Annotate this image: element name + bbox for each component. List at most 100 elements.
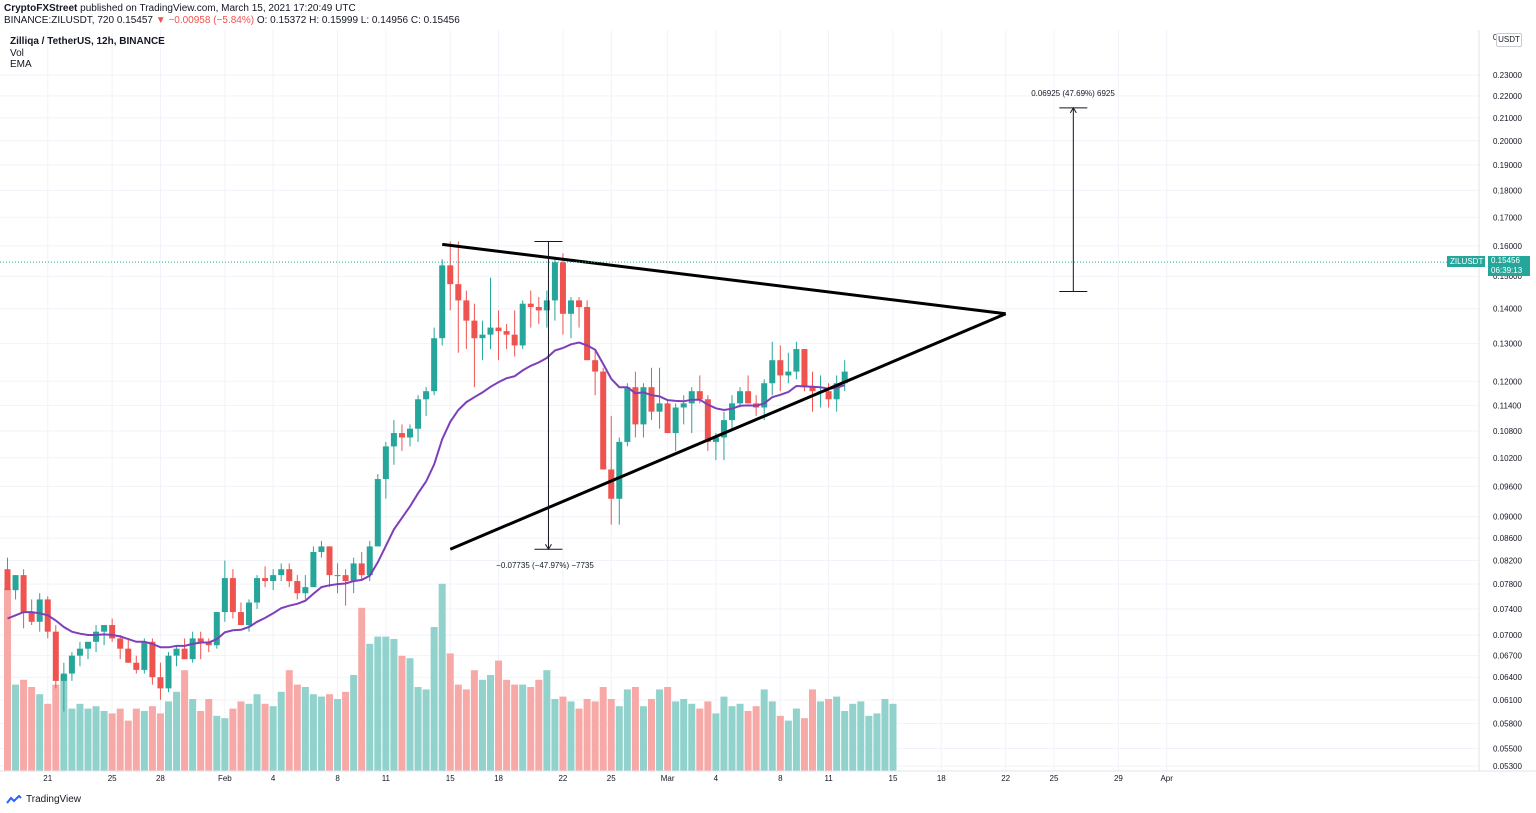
candle-body <box>576 300 583 308</box>
volume-bar <box>825 699 833 771</box>
candle-body <box>117 638 124 649</box>
candle-body <box>302 587 309 594</box>
volume-bar <box>865 715 873 771</box>
candle-body <box>648 387 655 412</box>
measure-tools <box>534 106 1088 551</box>
candle-body <box>447 265 454 285</box>
candle-body <box>479 334 486 339</box>
badge-symbol: ZILUSDT <box>1450 257 1484 267</box>
candle-body <box>600 371 607 470</box>
candle-body <box>841 371 848 384</box>
candle-body <box>189 638 196 660</box>
candle-body <box>157 677 164 689</box>
time-tick-label: 4 <box>271 774 276 783</box>
volume-bar <box>406 658 414 771</box>
author-name[interactable]: CryptoFXStreet <box>4 3 78 14</box>
measure-arrow <box>545 543 552 551</box>
candle-body <box>503 331 510 335</box>
candle-body <box>173 648 180 656</box>
legend-ema[interactable]: EMA <box>10 59 32 70</box>
candle-body <box>745 391 752 404</box>
triangle-trendlines <box>442 242 1007 551</box>
time-tick-label: 18 <box>937 774 946 783</box>
price-tick-label: 0.06400 <box>1493 673 1522 682</box>
candle-body <box>664 403 671 434</box>
candle-body <box>213 612 220 646</box>
candle-body <box>326 546 333 576</box>
volume-bar <box>28 687 36 771</box>
candle-body <box>696 391 703 400</box>
badge-countdown: 06:39:13 <box>1491 266 1523 276</box>
volume-bar <box>156 713 164 771</box>
volume-bar <box>148 706 156 771</box>
candle-body <box>777 360 784 376</box>
volume-bar <box>591 701 599 771</box>
time-tick-label: 4 <box>714 774 719 783</box>
time-tick-label: 25 <box>1050 774 1059 783</box>
candle-body <box>109 625 116 639</box>
currency-unit-button[interactable]: USDT <box>1496 33 1522 47</box>
ohlc-values: O: 0.15372 H: 0.15999 L: 0.14956 C: 0.15… <box>256 15 460 26</box>
time-tick-label: 29 <box>1114 774 1123 783</box>
time-tick-label: Feb <box>218 774 232 783</box>
candle-body <box>487 327 494 335</box>
candle-body <box>632 387 639 425</box>
volume-bar <box>221 718 229 771</box>
volume-bar <box>237 701 245 771</box>
volume-bar <box>575 708 583 771</box>
candle-body <box>535 307 542 311</box>
candle-body <box>527 303 534 308</box>
time-tick-label: 18 <box>494 774 503 783</box>
footer-brand[interactable]: TradingView <box>6 794 81 805</box>
volume-bar <box>792 708 800 771</box>
candle-body <box>785 371 792 376</box>
current-price-badge: 0.15456 06:39:13 <box>1488 256 1530 277</box>
volume-bar <box>334 699 342 771</box>
candle-body <box>568 300 574 314</box>
volume-bar <box>503 679 511 771</box>
candle-body <box>4 569 11 591</box>
volume-bar <box>189 699 197 771</box>
candle-body <box>737 391 744 404</box>
volume-bar <box>422 689 430 771</box>
volume-bar <box>253 694 261 771</box>
volume-bar <box>736 703 744 771</box>
candle-body <box>181 648 188 660</box>
volume-bar <box>301 687 309 771</box>
candle-body <box>36 599 43 622</box>
price-tick-label: 0.05500 <box>1493 745 1522 754</box>
volume-bar <box>656 689 664 771</box>
price-axis-ticks: 0.23000 0.22000 0.21000 0.20000 0.19000 0.180… <box>1493 71 1522 771</box>
volume-bar <box>165 701 172 771</box>
price-tick-label: 0.06100 <box>1493 696 1522 705</box>
price-tick-label: 0.15000 <box>1493 272 1522 281</box>
price-axis-top-partial: 0 <box>1493 33 1498 42</box>
volume-bar <box>52 684 60 771</box>
price-tick-label: 0.08200 <box>1493 557 1522 566</box>
candle-body <box>294 581 301 594</box>
candle-body <box>28 612 35 622</box>
legend-vol[interactable]: Vol <box>10 47 24 59</box>
price-tick-label: 0.21000 <box>1493 114 1522 123</box>
price-tick-label: 0.10800 <box>1493 427 1522 436</box>
volume-bar <box>631 687 639 771</box>
price-tick-label: 0.14000 <box>1493 305 1522 314</box>
volume-bar <box>366 643 374 771</box>
candle-body <box>60 673 67 681</box>
symbol-info: BINANCE:ZILUSDT, 720 <box>4 15 115 26</box>
volume-bar <box>543 670 551 771</box>
candle-body <box>729 403 735 421</box>
candle-body <box>125 648 132 663</box>
volume-bar <box>100 711 108 771</box>
candle-body <box>704 399 711 442</box>
volume-bar <box>124 720 132 771</box>
volume-bar <box>712 713 720 771</box>
volume-bar <box>261 703 269 771</box>
time-tick-label: 25 <box>607 774 616 783</box>
volume-bars <box>4 583 897 771</box>
time-tick-label: 8 <box>778 774 783 783</box>
volume-bar <box>92 706 100 771</box>
price-tick-label: 0.19000 <box>1493 161 1522 170</box>
volume-bar <box>639 706 647 771</box>
